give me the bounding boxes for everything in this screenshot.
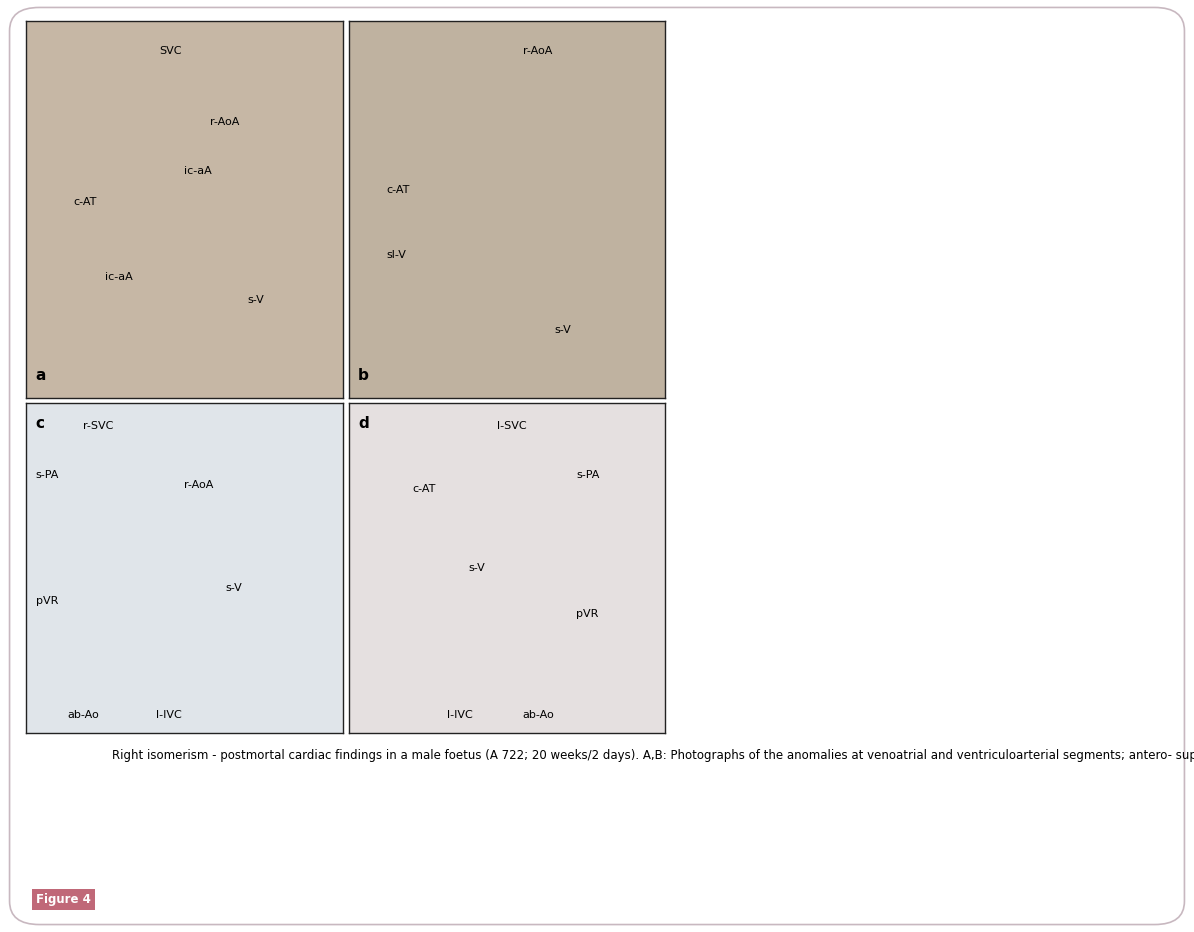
Text: SVC: SVC: [159, 46, 181, 56]
Text: pVR: pVR: [36, 596, 59, 606]
Text: r-SVC: r-SVC: [84, 420, 113, 431]
Text: b: b: [358, 368, 369, 383]
Text: pVR: pVR: [577, 610, 599, 620]
Text: d: d: [358, 416, 369, 431]
Text: sl-V: sl-V: [387, 250, 406, 259]
Text: r-AoA: r-AoA: [185, 480, 214, 490]
Text: Figure 4: Figure 4: [36, 893, 91, 906]
Text: l-IVC: l-IVC: [155, 710, 181, 720]
Text: r-AoA: r-AoA: [523, 46, 552, 56]
Text: c: c: [36, 416, 44, 431]
Text: s-V: s-V: [248, 295, 265, 305]
Text: ab-Ao: ab-Ao: [523, 710, 554, 720]
Text: r-AoA: r-AoA: [210, 117, 239, 128]
Text: s-V: s-V: [554, 325, 571, 335]
Text: s-V: s-V: [226, 582, 242, 593]
Text: a: a: [36, 368, 47, 383]
Text: Right isomerism - postmortal cardiac findings in a male foetus (A 722; 20 weeks/: Right isomerism - postmortal cardiac fin…: [112, 749, 1194, 762]
Text: c-AT: c-AT: [412, 484, 436, 494]
Text: ic-aA: ic-aA: [185, 167, 213, 176]
Text: s-PA: s-PA: [577, 471, 599, 480]
Text: c-AT: c-AT: [387, 185, 410, 196]
Text: l-SVC: l-SVC: [498, 420, 527, 431]
Text: ic-aA: ic-aA: [105, 272, 133, 282]
Text: c-AT: c-AT: [74, 197, 97, 207]
Text: s-V: s-V: [469, 563, 486, 573]
Text: s-PA: s-PA: [36, 471, 60, 480]
Text: l-IVC: l-IVC: [447, 710, 473, 720]
Text: ab-Ao: ab-Ao: [67, 710, 99, 720]
